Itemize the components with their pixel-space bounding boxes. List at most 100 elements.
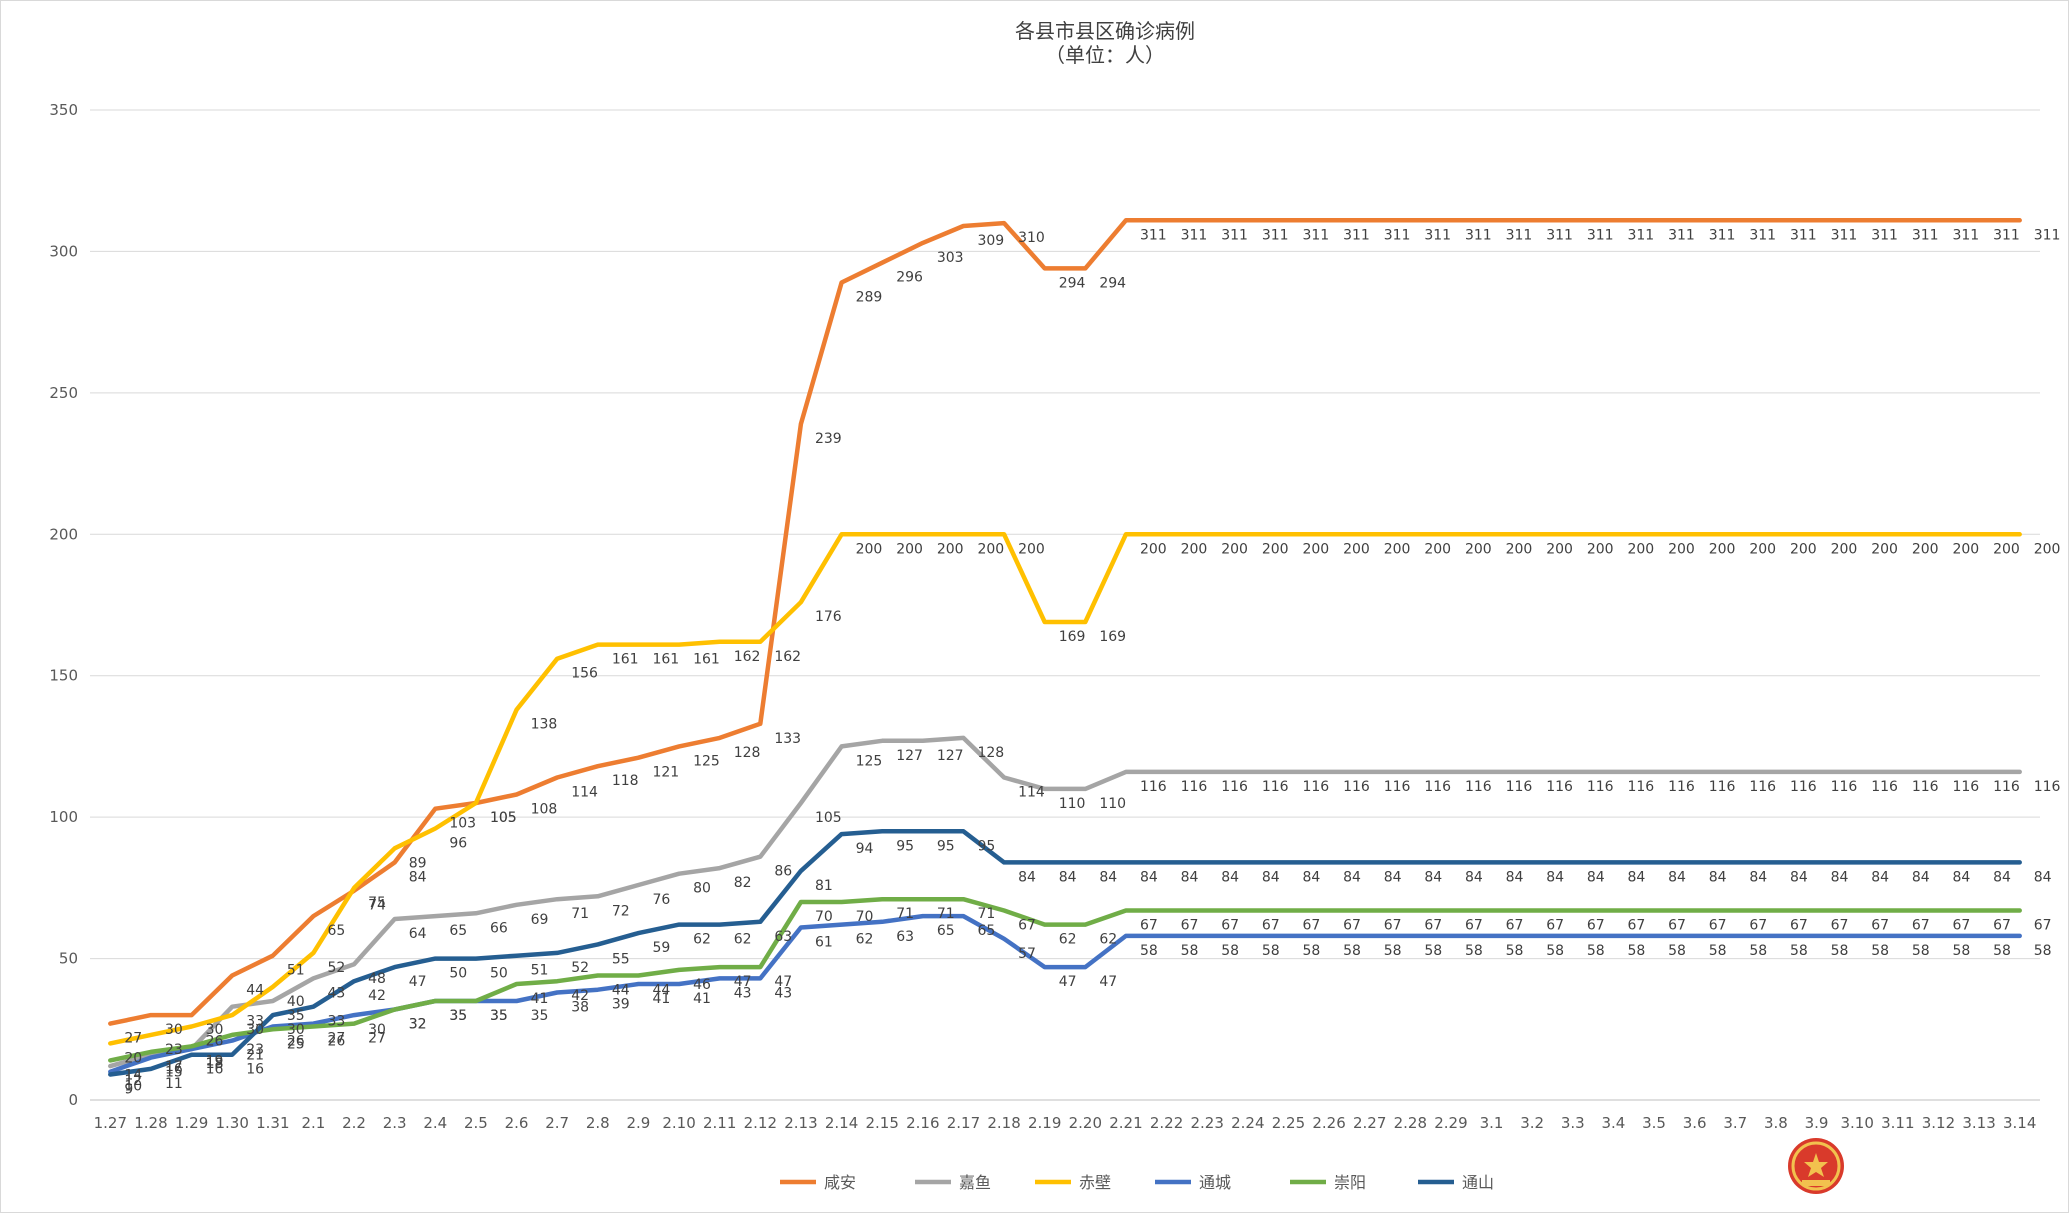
data-label: 200 bbox=[1018, 541, 1045, 557]
data-label: 127 bbox=[896, 748, 923, 764]
data-label: 311 bbox=[1343, 227, 1370, 243]
data-label: 67 bbox=[1952, 917, 1970, 933]
national-emblem-icon bbox=[1788, 1138, 1844, 1194]
legend: 咸安 嘉鱼 赤壁 通城 崇阳 通山 bbox=[780, 1173, 1494, 1192]
data-label: 26 bbox=[327, 1033, 345, 1049]
data-label: 58 bbox=[1302, 943, 1320, 959]
data-label: 70 bbox=[856, 909, 874, 925]
data-label: 162 bbox=[774, 649, 801, 665]
data-label: 239 bbox=[815, 431, 842, 447]
data-label: 84 bbox=[1993, 869, 2011, 885]
legend-label: 通山 bbox=[1462, 1173, 1494, 1192]
x-tick-label: 2.7 bbox=[545, 1114, 569, 1132]
data-label: 64 bbox=[409, 926, 427, 942]
data-label: 200 bbox=[1749, 541, 1776, 557]
data-label: 67 bbox=[1871, 917, 1889, 933]
data-label: 116 bbox=[1506, 779, 1533, 795]
data-label: 65 bbox=[977, 923, 995, 939]
data-label: 21 bbox=[246, 1048, 264, 1064]
data-label: 309 bbox=[977, 233, 1004, 249]
data-label: 116 bbox=[1831, 779, 1858, 795]
data-label: 200 bbox=[1262, 541, 1289, 557]
data-label: 30 bbox=[287, 1022, 305, 1038]
data-label: 81 bbox=[815, 878, 833, 894]
data-label: 116 bbox=[1302, 779, 1329, 795]
data-label: 161 bbox=[612, 652, 639, 668]
data-label: 51 bbox=[531, 963, 549, 979]
data-label: 58 bbox=[1952, 943, 1970, 959]
data-label: 96 bbox=[449, 835, 467, 851]
data-label: 41 bbox=[531, 991, 549, 1007]
data-label: 161 bbox=[693, 652, 720, 668]
data-label: 58 bbox=[1465, 943, 1483, 959]
series-line-0 bbox=[108, 218, 2022, 1026]
data-label: 58 bbox=[1709, 943, 1727, 959]
data-label: 58 bbox=[1424, 943, 1442, 959]
data-label: 47 bbox=[774, 974, 792, 990]
data-label: 55 bbox=[612, 951, 630, 967]
data-label: 311 bbox=[2034, 227, 2061, 243]
data-label: 128 bbox=[977, 745, 1004, 761]
y-tick-label: 250 bbox=[49, 384, 78, 402]
data-label: 67 bbox=[1709, 917, 1727, 933]
data-label: 27 bbox=[368, 1031, 386, 1047]
data-label: 116 bbox=[1912, 779, 1939, 795]
data-label: 200 bbox=[1384, 541, 1411, 557]
data-label: 75 bbox=[368, 895, 386, 911]
data-label: 35 bbox=[287, 1008, 305, 1024]
data-label: 65 bbox=[327, 923, 345, 939]
data-label: 311 bbox=[1790, 227, 1817, 243]
data-label: 116 bbox=[1262, 779, 1289, 795]
data-label: 84 bbox=[1831, 869, 1849, 885]
x-tick-label: 3.13 bbox=[1962, 1114, 1995, 1132]
data-label: 127 bbox=[937, 748, 964, 764]
data-label: 65 bbox=[937, 923, 955, 939]
data-label: 311 bbox=[1140, 227, 1167, 243]
data-label: 11 bbox=[165, 1076, 183, 1092]
data-label: 311 bbox=[1627, 227, 1654, 243]
data-label: 200 bbox=[937, 541, 964, 557]
data-label: 35 bbox=[490, 1008, 508, 1024]
data-label: 200 bbox=[1871, 541, 1898, 557]
data-label: 82 bbox=[734, 875, 752, 891]
data-label: 105 bbox=[490, 810, 517, 826]
y-tick-label: 300 bbox=[49, 242, 78, 260]
series-line-5 bbox=[108, 829, 2022, 1077]
x-tick-label: 3.8 bbox=[1764, 1114, 1788, 1132]
x-tick-label: 2.21 bbox=[1109, 1114, 1142, 1132]
data-label: 116 bbox=[1140, 779, 1167, 795]
data-label: 116 bbox=[1668, 779, 1695, 795]
data-label: 116 bbox=[1790, 779, 1817, 795]
data-label: 16 bbox=[165, 1062, 183, 1078]
data-label: 65 bbox=[449, 923, 467, 939]
data-label: 69 bbox=[531, 912, 549, 928]
data-label: 32 bbox=[409, 1016, 427, 1032]
data-label: 86 bbox=[774, 864, 792, 880]
data-label: 41 bbox=[652, 991, 670, 1007]
legend-label: 咸安 bbox=[824, 1173, 856, 1192]
data-label: 200 bbox=[1627, 541, 1654, 557]
data-label: 62 bbox=[1059, 932, 1077, 948]
data-label: 116 bbox=[1993, 779, 2020, 795]
data-label: 44 bbox=[652, 983, 670, 999]
data-label: 125 bbox=[693, 753, 720, 769]
x-tick-label: 2.14 bbox=[825, 1114, 858, 1132]
legend-label: 通城 bbox=[1199, 1173, 1231, 1192]
data-label: 84 bbox=[2034, 869, 2052, 885]
data-label: 200 bbox=[1546, 541, 1573, 557]
data-label: 128 bbox=[734, 745, 761, 761]
data-label: 110 bbox=[1059, 796, 1086, 812]
data-label: 17 bbox=[165, 1059, 183, 1075]
data-label: 311 bbox=[1302, 227, 1329, 243]
data-label: 67 bbox=[1465, 917, 1483, 933]
data-label: 116 bbox=[2034, 779, 2061, 795]
data-label: 200 bbox=[2034, 541, 2061, 557]
data-label: 84 bbox=[1099, 869, 1117, 885]
x-tick-label: 2.10 bbox=[662, 1114, 695, 1132]
data-label: 116 bbox=[1343, 779, 1370, 795]
data-label: 200 bbox=[1302, 541, 1329, 557]
data-label: 58 bbox=[1221, 943, 1239, 959]
data-label: 116 bbox=[1749, 779, 1776, 795]
data-label: 43 bbox=[327, 985, 345, 1001]
